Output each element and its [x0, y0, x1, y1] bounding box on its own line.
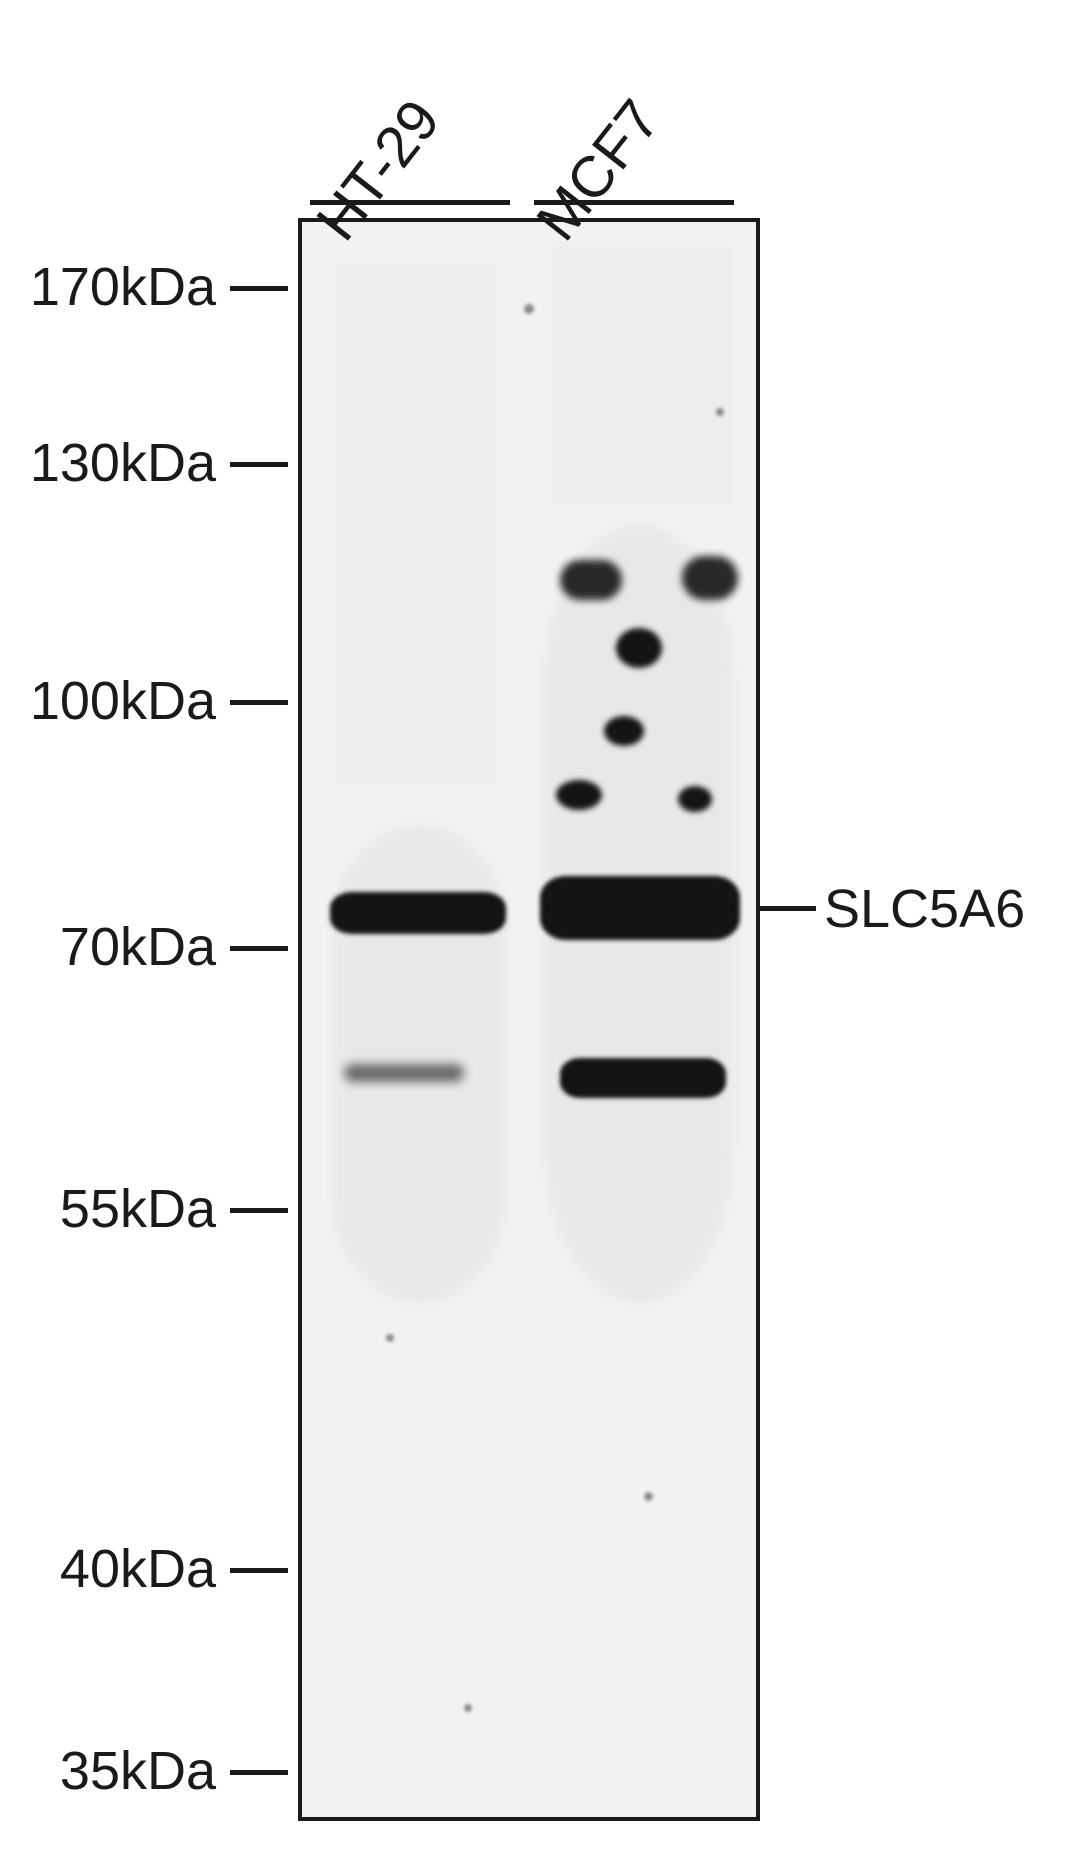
mw-100kda: 100kDa: [26, 674, 216, 728]
mw-70kda: 70kDa: [26, 920, 216, 974]
mw-130kda: 130kDa: [26, 436, 216, 490]
mw-35kda: 35kDa: [26, 1744, 216, 1798]
blob-mcf7-1: [616, 628, 662, 668]
western-blot-figure: HT-29 MCF7 170kDa 130kDa 100kDa 70kDa 55…: [0, 0, 1080, 1862]
protein-label-slc5a6: SLC5A6: [824, 878, 1025, 940]
band-mcf7-upper-b: [682, 556, 738, 600]
lane-rule-ht29: [310, 200, 510, 205]
band-mcf7-lower: [560, 1058, 726, 1098]
lane-rule-mcf7: [534, 200, 734, 205]
mw-tick-70: [230, 946, 288, 951]
band-mcf7-upper-a: [560, 560, 622, 600]
mw-40kda: 40kDa: [26, 1542, 216, 1596]
mw-55kda: 55kDa: [26, 1182, 216, 1236]
mw-tick-35: [230, 1770, 288, 1775]
blob-mcf7-4: [678, 786, 712, 812]
mw-tick-40: [230, 1568, 288, 1573]
band-ht29-slc5a6: [330, 892, 506, 934]
band-mcf7-slc5a6: [540, 876, 740, 940]
protein-tick: [758, 906, 816, 911]
mw-tick-130: [230, 462, 288, 467]
blob-mcf7-3: [556, 780, 602, 810]
mw-tick-100: [230, 700, 288, 705]
mw-tick-55: [230, 1208, 288, 1213]
mw-170kda: 170kDa: [26, 260, 216, 314]
blot-membrane: [298, 218, 760, 1821]
blob-mcf7-2: [604, 716, 644, 746]
band-ht29-secondary: [344, 1064, 464, 1082]
mw-tick-170: [230, 286, 288, 291]
